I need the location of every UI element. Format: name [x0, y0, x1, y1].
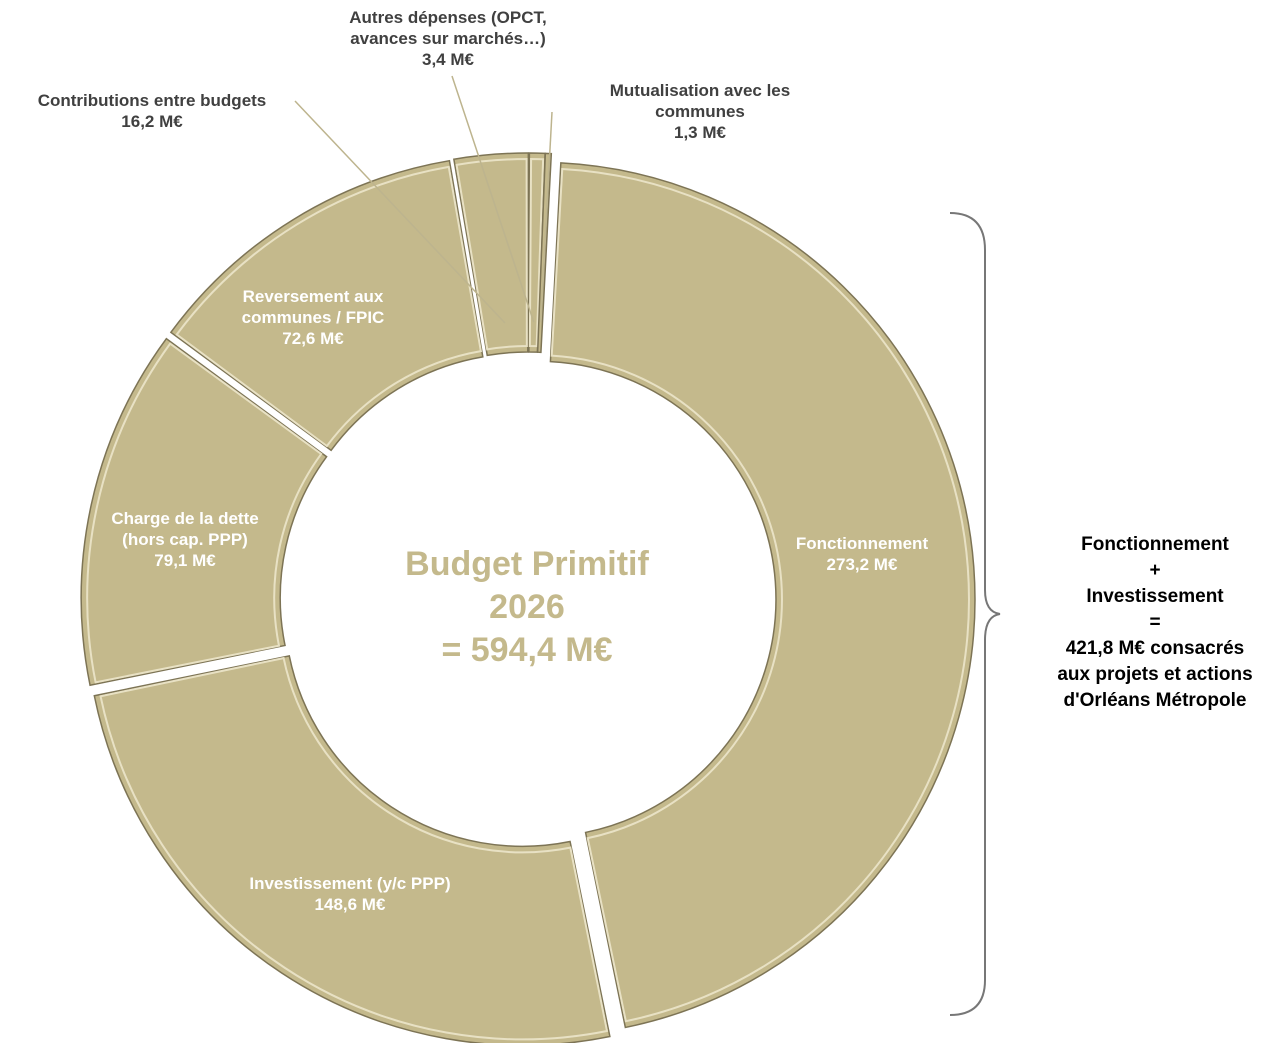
category-label: Mutualisation avec les communes — [609, 81, 791, 121]
category-label: Contributions entre budgets — [37, 91, 267, 110]
category-label: Autres dépenses (OPCT, avances sur march… — [349, 8, 547, 48]
annotation: aux projets et actions — [1057, 664, 1252, 685]
donut-slice — [80, 337, 328, 687]
slice-label: Investissement (y/c PPP) 148,6 M€ — [200, 873, 500, 915]
value-label: 72,6 M€ — [282, 329, 344, 348]
slice-bevel — [86, 342, 323, 684]
value-label: 3,4 M€ — [422, 50, 474, 69]
slice-bevel — [455, 158, 528, 351]
value-label: 16,2 M€ — [121, 112, 183, 131]
category-label: Investissement (y/c PPP) — [249, 874, 451, 893]
category-label: Charge de la dette (hors cap. PPP) — [111, 509, 259, 549]
slice-bevel — [550, 167, 970, 1023]
slice-bevel — [528, 158, 545, 348]
slice-label: Charge de la dette (hors cap. PPP) 79,1 M… — [95, 508, 275, 571]
donut-slice — [549, 162, 976, 1029]
slice-label: Mutualisation avec les communes 1,3 M€ — [580, 80, 820, 143]
annotation: d'Orléans Métropole — [1064, 690, 1247, 711]
slice-bevel — [175, 165, 483, 448]
slice-label: Reversement aux communes / FPIC 72,6 M€ — [218, 286, 408, 349]
annotation: Fonctionnement — [1081, 534, 1229, 555]
value-label: 273,2 M€ — [826, 555, 898, 574]
category-label: Reversement aux communes / FPIC — [241, 287, 385, 327]
leader-line — [294, 100, 506, 324]
leader-line — [451, 75, 535, 323]
leader-line — [539, 111, 553, 323]
brace — [949, 212, 1001, 1016]
center-label: Budget Primitif — [405, 545, 649, 583]
slice-bevel — [99, 656, 609, 1041]
slice-label: Fonctionnement 273,2 M€ — [762, 533, 962, 575]
category-label: Fonctionnement — [795, 534, 929, 553]
value-label: 1,3 M€ — [674, 123, 726, 142]
slice-label: Autres dépenses (OPCT, avances sur march… — [323, 7, 573, 70]
slice-label: Contributions entre budgets 16,2 M€ — [0, 90, 312, 132]
annotation: = — [1149, 612, 1160, 633]
annotation: Investissement — [1086, 586, 1224, 607]
annotation: + — [1149, 560, 1160, 581]
annotation: 421,8 M€ consacrés — [1066, 638, 1245, 659]
center-label: 2026 — [489, 588, 565, 626]
donut-slice — [452, 152, 530, 357]
donut-slice — [93, 655, 611, 1043]
center-label: = 594,4 M€ — [441, 631, 612, 669]
value-label: 79,1 M€ — [154, 551, 216, 570]
value-label: 148,6 M€ — [314, 895, 386, 914]
